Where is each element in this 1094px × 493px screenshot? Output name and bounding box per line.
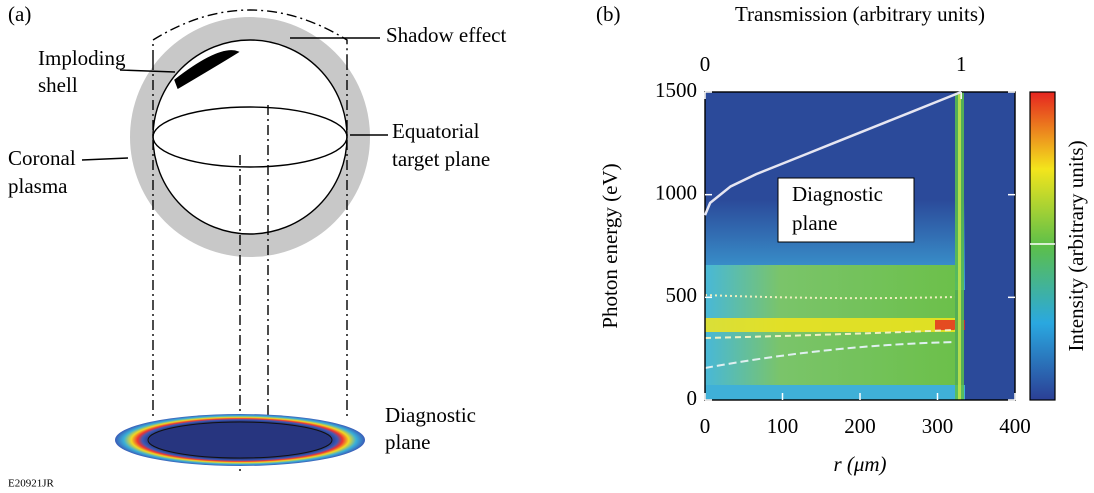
- corona-label: Coronal: [8, 146, 76, 170]
- y-tick-label: 1000: [655, 180, 697, 204]
- diagram-a: [82, 10, 388, 475]
- x2-tick-label: 0: [700, 52, 711, 76]
- x-axis-label: r (μm): [833, 452, 886, 476]
- canvas: (a) Imploding shell Shadow effect Corona…: [0, 0, 1094, 493]
- heatmap: [705, 92, 1015, 400]
- diagnostic-label: Diagnostic: [385, 403, 476, 427]
- equator-label: Equatorial: [392, 119, 480, 143]
- figure: (a) Imploding shell Shadow effect Corona…: [0, 0, 1094, 493]
- x-tick-label: 200: [844, 414, 876, 438]
- y-tick-label: 500: [666, 283, 698, 307]
- colorbar-label: Intensity (arbitrary units): [1064, 140, 1088, 351]
- equator-label: target plane: [392, 147, 490, 171]
- colorbar: [1030, 92, 1055, 400]
- panel-label: (b): [596, 2, 621, 26]
- x-tick-label: 100: [767, 414, 799, 438]
- shell-label: shell: [38, 73, 78, 97]
- shadow-label: Shadow effect: [386, 23, 506, 47]
- shell-label: Imploding: [38, 46, 126, 70]
- y-axis-label: Photon energy (eV): [598, 163, 622, 328]
- y-tick-label: 0: [687, 386, 698, 410]
- y-tick-label: 1500: [655, 78, 697, 102]
- annotation: Diagnostic: [792, 182, 883, 206]
- figure-code: E20921JR: [8, 478, 55, 490]
- chart-title: Transmission (arbitrary units): [735, 2, 985, 26]
- x2-tick-label: 1: [956, 52, 967, 76]
- x-tick-label: 0: [700, 414, 711, 438]
- panel-label: (a): [8, 2, 31, 26]
- x-tick-label: 300: [922, 414, 954, 438]
- diagnostic-label: plane: [385, 430, 430, 454]
- x-tick-label: 400: [999, 414, 1031, 438]
- corona-label: plasma: [8, 174, 68, 198]
- annotation: plane: [792, 211, 837, 235]
